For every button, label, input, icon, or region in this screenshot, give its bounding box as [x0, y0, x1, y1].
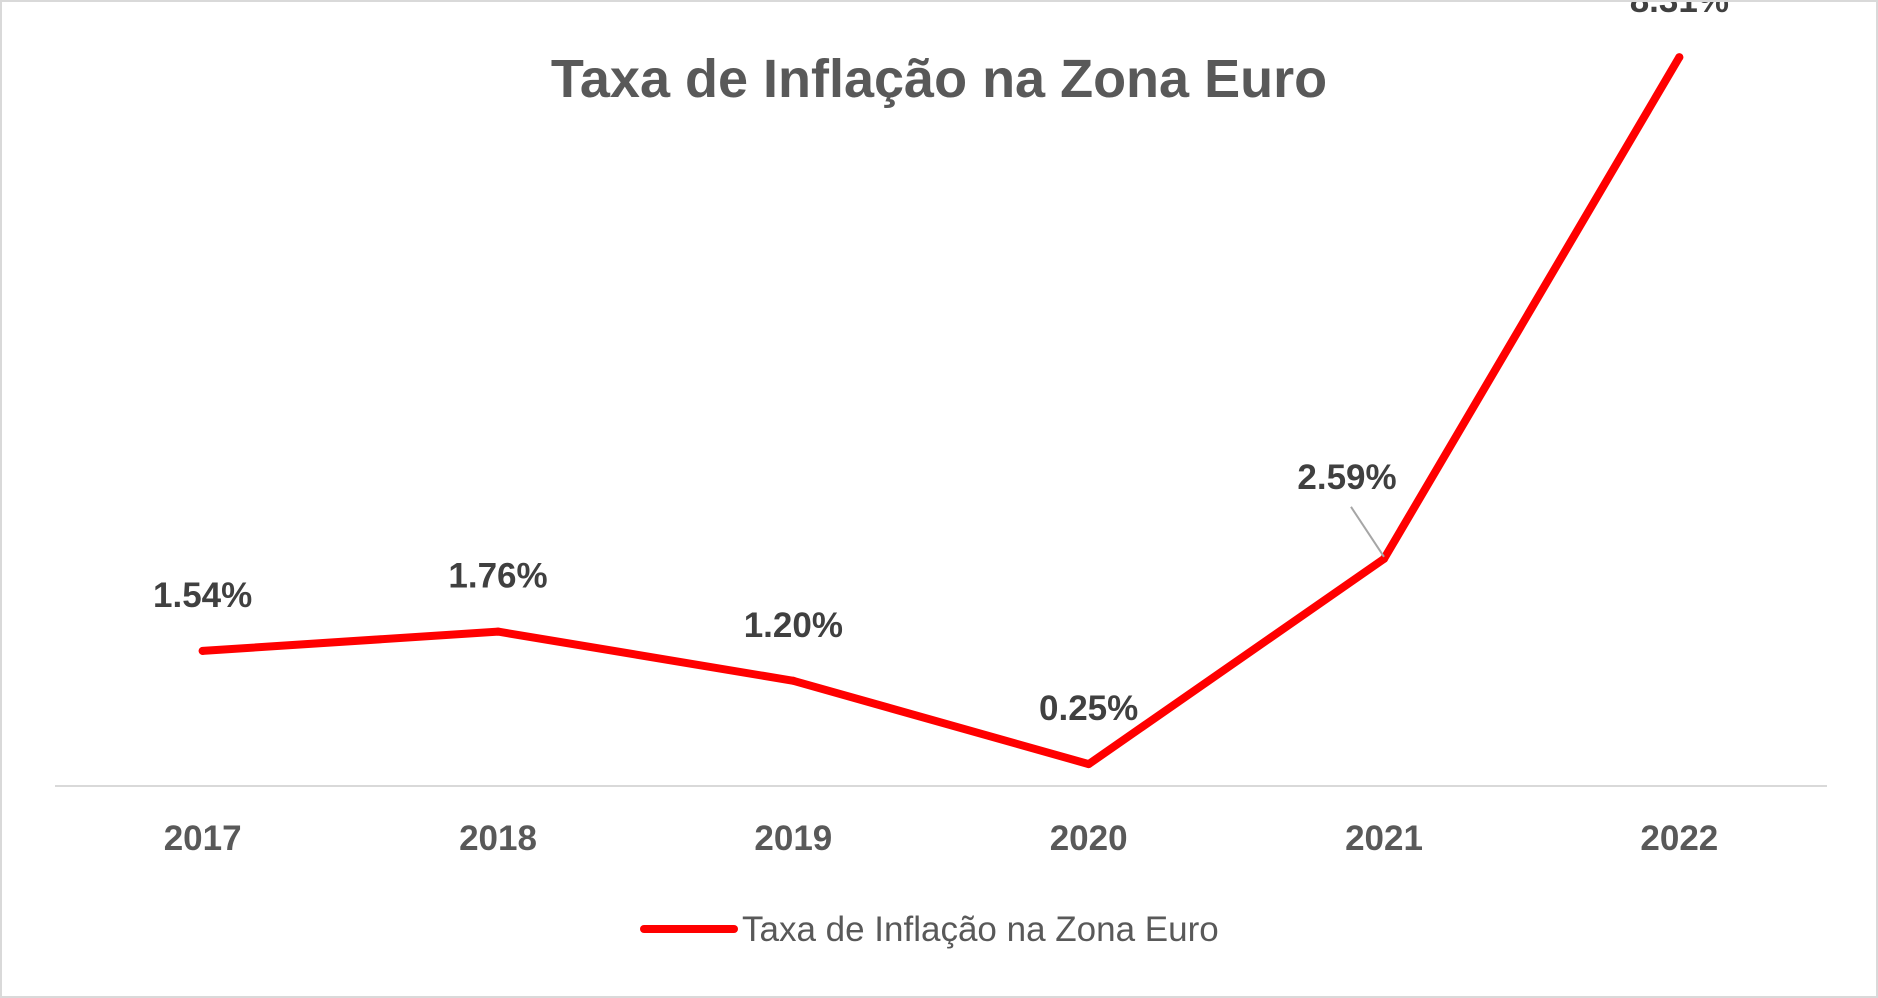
legend-label: Taxa de Inflação na Zona Euro [742, 910, 1219, 949]
data-labels: 1.54% 1.76% 1.20% 0.25% 2.59% 8.31% [153, 2, 1729, 728]
x-tick-label-2021: 2021 [1345, 819, 1423, 858]
data-label-2017: 1.54% [153, 576, 252, 615]
x-tick-label-2020: 2020 [1050, 819, 1128, 858]
data-label-leader-2021 [1350, 506, 1385, 558]
data-point-2019 [789, 676, 798, 685]
data-label-2021: 2.59% [1297, 458, 1396, 497]
data-label-2019: 1.20% [744, 606, 843, 645]
data-label-2020: 0.25% [1039, 689, 1138, 728]
x-tick-labels: 2017 2018 2019 2020 2021 2022 [164, 819, 1719, 858]
data-point-2017 [198, 646, 207, 655]
x-tick-label-2019: 2019 [754, 819, 832, 858]
series-layer [198, 53, 1684, 769]
chart-title: Taxa de Inflação na Zona Euro [551, 49, 1327, 109]
x-tick-label-2017: 2017 [164, 819, 242, 858]
data-point-2020 [1084, 760, 1093, 769]
data-point-2018 [494, 627, 502, 636]
data-label-2018: 1.76% [448, 557, 547, 596]
legend: Taxa de Inflação na Zona Euro [640, 910, 1219, 949]
x-tick-label-2022: 2022 [1640, 819, 1718, 858]
data-label-2022: 8.31% [1630, 2, 1729, 20]
series-line [198, 53, 1684, 769]
data-point-2022 [1675, 53, 1684, 62]
x-tick-label-2018: 2018 [459, 819, 537, 858]
data-point-2021 [1380, 554, 1388, 563]
